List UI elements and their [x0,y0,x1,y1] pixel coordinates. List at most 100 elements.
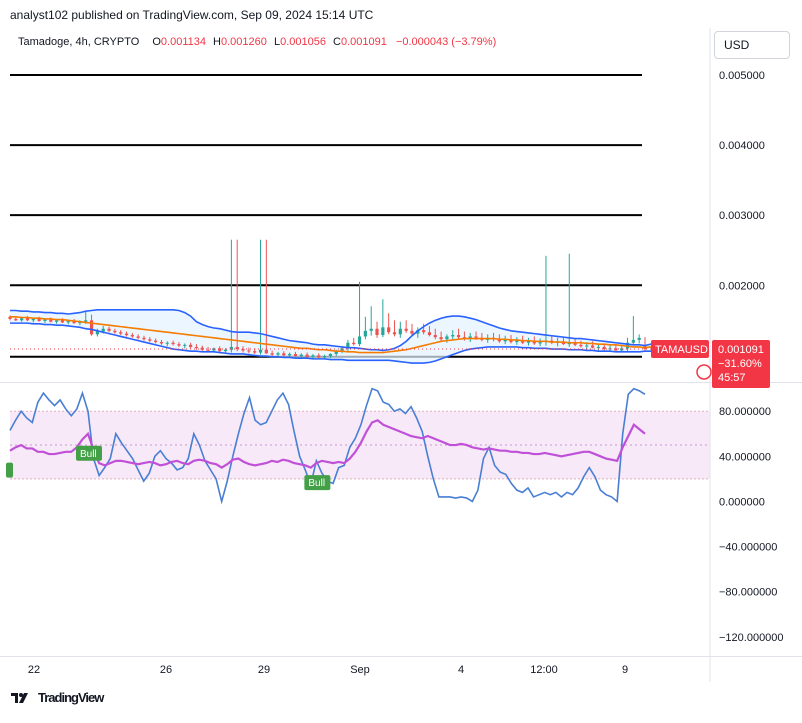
candle-body [352,342,356,345]
candle-body [247,350,251,352]
candle-body [282,353,286,356]
candle-body [229,346,233,350]
price-tick-label: 0.003000 [719,210,765,222]
candle-body [637,337,641,340]
candle-body [509,339,513,343]
candle-body [579,344,583,347]
price-tick-label: 0.002000 [719,280,765,292]
candle-body [55,320,59,322]
candle-body [60,320,65,323]
candle-body [631,339,635,343]
candle-body [340,348,344,352]
candle-body [113,330,117,333]
time-tick-label: Sep [350,664,370,676]
candle-body [264,349,268,354]
oscillator-pane [9,387,710,505]
candle-body [136,336,140,338]
change-value: −0.000043 (−3.79%) [395,36,497,48]
time-tick-label: 22 [28,664,40,676]
symbol-label[interactable]: Tamadoge, 4h, CRYPTO [18,36,140,48]
currency-selector[interactable]: USD [714,31,790,59]
candle-body [392,332,397,335]
candle-body [293,353,298,357]
candle-body [317,355,321,358]
price-badge-change: −31.60% [718,358,762,370]
flag-icon[interactable] [696,364,712,380]
candle-body [433,335,437,338]
price-pane [8,73,710,364]
axes: 0.005000 0.004000 0.003000 0.002000 TAMAUSD 0… [0,28,802,682]
candle-body [270,353,274,355]
candle-body [427,332,432,336]
bollinger-fill [10,309,663,364]
price-badge [712,339,770,388]
oscillator-tick-label: 80.000000 [719,406,771,418]
candle-body [375,328,379,336]
candle-body [101,328,105,332]
candle-body [357,336,362,345]
candle-body [456,335,461,338]
candle-body [526,341,531,343]
candle-body [165,342,169,344]
candle-body [171,342,175,345]
candle-body [107,328,111,331]
rsi-line [9,418,646,469]
ohlc-legend: Tamadoge, 4h, CRYPTO O0.001134 H0.001260… [18,36,496,48]
candle-body [124,333,129,336]
close-value: 0.001091 [340,36,387,48]
bull-marker [75,445,102,461]
candle-body [206,349,210,351]
candle-body [235,346,239,350]
candle-body [503,339,507,342]
high-value: 0.001260 [221,36,267,48]
low-value: 0.001056 [280,36,326,48]
candle-body [515,340,519,343]
high-key: H [213,36,221,48]
candle-body [31,318,35,321]
candle-body [66,321,70,323]
bull-marker-edge [6,462,13,478]
candle-body [49,319,53,322]
open-value: 0.001134 [160,36,206,48]
ticker-badge-label: TAMAUSD [655,344,708,356]
footer-brand[interactable]: TradingView [10,690,104,705]
candle-body [439,337,443,340]
oscillator-tick-label: 40.000000 [719,451,771,463]
candle-body [154,340,158,343]
candle-body [410,330,414,334]
candle-body [159,342,164,344]
close-key: C [333,36,341,48]
ticker-badge [651,339,709,358]
oscillator-tick-label: −80.000000 [719,587,777,599]
candle-body [288,353,292,356]
footer-brand-label: TradingView [38,690,104,705]
bull-marker [304,475,331,491]
candle-body [596,346,600,348]
time-tick-label: 26 [160,664,172,676]
low-key: L [273,36,281,48]
candle-body [218,348,222,352]
candle-body [72,321,76,324]
candle-body [474,336,478,338]
candle-body [142,337,146,340]
time-tick-label: 29 [258,664,270,676]
candle-body [585,345,589,347]
candle-body [95,331,99,335]
time-tick-label: 9 [622,664,628,676]
oscillator-tick-label: −40.000000 [719,542,777,554]
candle-body [241,349,245,351]
bollinger-basis [10,316,663,354]
candle-body [451,335,455,337]
candle-body [620,348,624,351]
candle-body [602,346,606,350]
bollinger-lower [10,322,663,364]
candle-body [468,336,472,339]
candle-body [299,354,303,357]
candle-body [445,336,449,340]
candle-body [404,328,408,331]
candle-body [188,344,193,347]
candle-body [334,351,338,354]
open-key: O [152,36,161,48]
candle-body [416,330,420,334]
